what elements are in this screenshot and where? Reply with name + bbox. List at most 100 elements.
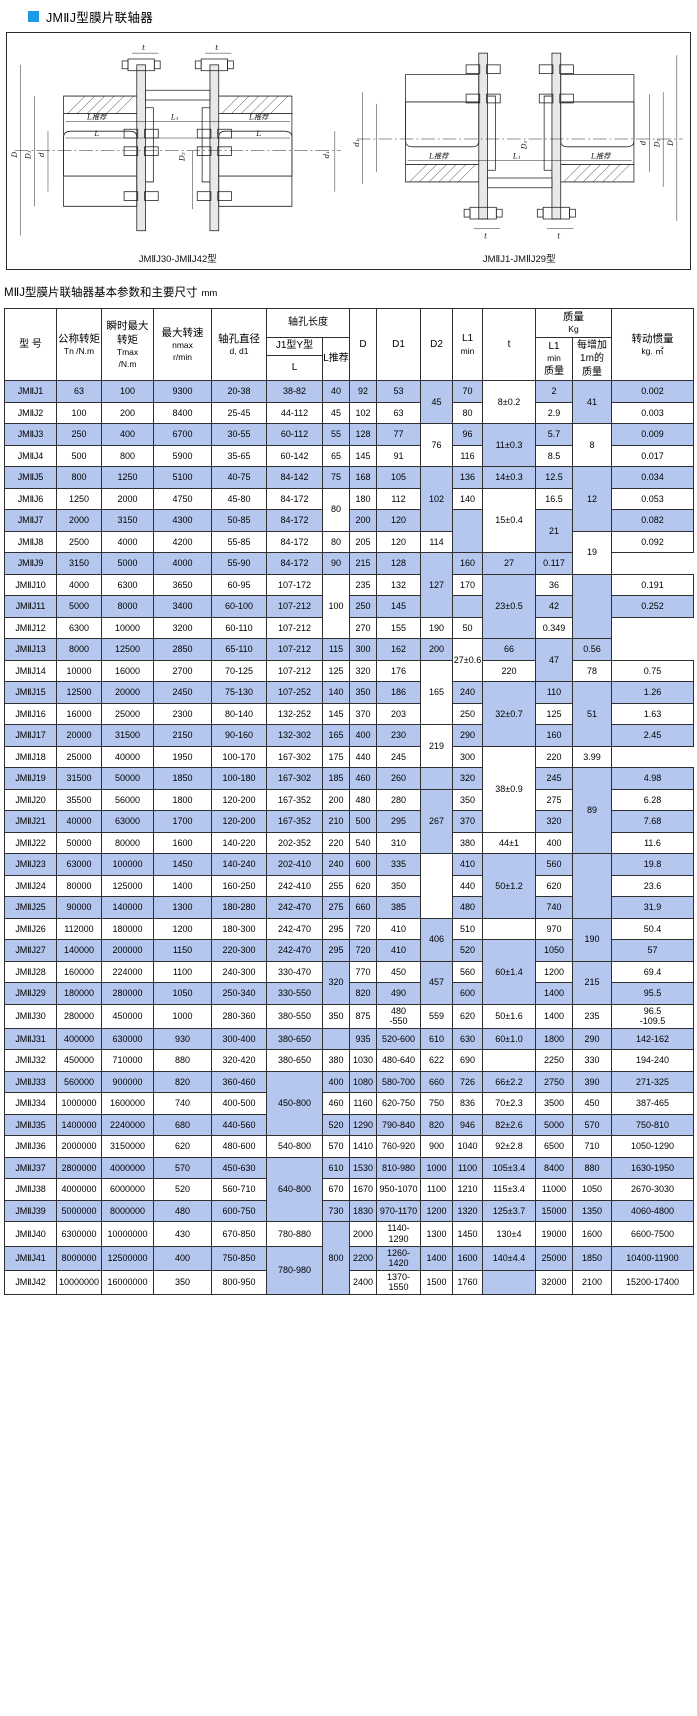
cell-t: 14±0.3: [482, 466, 536, 489]
cell-model: JMⅡJ9: [4, 552, 57, 575]
cell-inertia: 69.4: [611, 960, 694, 984]
table-row: JMⅡJ34 1000000 1600000 740 400-500 460 1160 620…: [4, 1092, 694, 1115]
th-t: t: [482, 307, 536, 382]
th-mass-group: 质量 Kg: [535, 308, 612, 338]
cell-nominal-torque: 180000: [56, 982, 102, 1005]
cell-bore-diameter: 50-85: [211, 509, 267, 532]
cell-max-torque: 710000: [101, 1049, 154, 1072]
cell-D: 145: [349, 444, 377, 468]
cell-inertia: 10400-11900: [611, 1245, 694, 1271]
svg-text:L: L: [255, 129, 261, 138]
table-row: JMⅡJ37 2800000 4000000 570 450-630 640-800 610…: [4, 1156, 694, 1223]
svg-text:d₁: d₁: [351, 139, 360, 147]
bullet-icon: [28, 11, 39, 22]
cell-bore-length: 780-880: [266, 1221, 323, 1247]
cell-inertia: 96.5 -109.5: [611, 1003, 694, 1029]
cell-bore-length-rec: 185: [322, 767, 350, 790]
cell-inertia: 271-325: [611, 1070, 694, 1094]
th-bore-length-rec: L推荐: [322, 336, 350, 382]
cell-L1: 480: [452, 896, 483, 919]
cell-L1: 220: [482, 659, 536, 683]
cell-model: JMⅡJ11: [4, 595, 57, 618]
cell-D1: 1260- 1420: [376, 1245, 421, 1271]
cell-t: 60±1.0: [482, 1027, 536, 1051]
cell-D2: 1500: [420, 1269, 453, 1296]
cell-D1: 480 -550: [376, 1003, 421, 1029]
cell-bore-length: 84-172: [266, 552, 323, 575]
cell-inertia: 0.082: [611, 509, 694, 532]
cell-bore-length-rec: [322, 1027, 350, 1051]
cell-mass-min: 27: [482, 552, 536, 575]
cell-inertia: 142-162: [611, 1027, 694, 1051]
cell-L1: [452, 595, 483, 618]
cell-mass-min: 21: [535, 509, 573, 554]
cell-D: 440: [349, 745, 377, 769]
cell-D2: 1100: [420, 1178, 453, 1201]
cell-max-speed: 740: [153, 1092, 212, 1115]
cell-nominal-torque: 40000: [56, 810, 102, 833]
cell-bore-length: 330-550: [266, 982, 323, 1005]
cell-bore-length: 202-410: [266, 853, 323, 876]
cell-model: JMⅡJ30: [4, 1003, 57, 1029]
cell-mass-per-m: 2100: [572, 1269, 612, 1296]
cell-D: 250: [349, 595, 377, 618]
table-row: JMⅡJ13 8000 12500 2850 65-110 107-212 115 300 16…: [4, 638, 694, 683]
cell-inertia: 0.75: [611, 659, 694, 683]
cell-D1: 128: [376, 552, 421, 575]
cell-max-torque: 16000: [101, 659, 154, 683]
cell-nominal-torque: 31500: [56, 767, 102, 790]
cell-max-torque: 56000: [101, 788, 154, 812]
cell-inertia: 50.4: [611, 917, 694, 941]
cell-t: 23±0.5: [482, 573, 536, 640]
cell-bore-diameter: 450-630: [211, 1156, 267, 1180]
cell-D2: 1300: [420, 1221, 453, 1247]
cell-nominal-torque: 6300000: [56, 1221, 102, 1247]
cell-t: 38±0.9: [482, 745, 536, 833]
cell-bore-diameter: 140-220: [211, 831, 267, 855]
cell-D: 1830: [349, 1199, 377, 1223]
figure-caption-left: JMⅡJ30-JMⅡJ42型: [138, 254, 217, 265]
cell-mass-per-m: 1050: [572, 1178, 612, 1201]
th-max-instant-torque: 瞬时最大 转矩 Tmax /N.m: [101, 307, 154, 382]
cell-L1: 370: [452, 810, 483, 833]
cell-D1: 1370- 1550: [376, 1269, 421, 1296]
cell-bore-length: 107-252: [266, 681, 323, 704]
cell-mass-min: 1800: [535, 1027, 573, 1051]
cell-bore-diameter: 440-560: [211, 1113, 267, 1137]
cell-max-torque: 16000000: [101, 1269, 154, 1296]
cell-mass-per-m: [572, 853, 612, 919]
cell-inertia: 0.003: [611, 401, 694, 425]
cell-t: 92±2.8: [482, 1135, 536, 1158]
cell-bore-length-rec: 115: [322, 638, 350, 661]
cell-model: JMⅡJ35: [4, 1113, 57, 1137]
cell-L1: 946: [452, 1113, 483, 1137]
cell-max-speed: 350: [153, 1269, 212, 1296]
table-row: JMⅡJ39 5000000 8000000 480 600-750 730 1830 970…: [4, 1199, 694, 1223]
cell-bore-length: 167-302: [266, 767, 323, 790]
cell-max-torque: 100: [101, 380, 154, 403]
cell-bore-length: 202-352: [266, 831, 323, 855]
cell-inertia: 7.68: [611, 810, 694, 833]
cell-nominal-torque: 2500: [56, 530, 102, 554]
cell-model: JMⅡJ1: [4, 380, 57, 403]
cell-nominal-torque: 35500: [56, 788, 102, 812]
cell-max-speed: 2150: [153, 724, 212, 747]
cell-bore-diameter: 560-710: [211, 1178, 267, 1201]
th-bore-length-L: L: [266, 354, 323, 382]
th-bore-length-j1y: J1型Y型: [266, 336, 323, 356]
cell-D2: 165: [420, 659, 453, 726]
cell-D: 300: [349, 638, 377, 661]
th-mass-l1min: L1 min 质量: [535, 336, 573, 382]
figure-container: D D₁ d d₁ D₂ L₁ L推荐 L推荐 L L t t: [6, 32, 691, 270]
cell-inertia: 19.8: [611, 853, 694, 876]
table-row: JMⅡJ23 63000 100000 1450 140-240 202-410 240 60…: [4, 853, 694, 919]
cell-max-torque: 63000: [101, 810, 154, 833]
cell-max-torque: 5000: [101, 552, 154, 575]
cell-bore-length: 242-410: [266, 874, 323, 898]
cell-bore-length: 380-650: [266, 1049, 323, 1072]
cell-D1: 132: [376, 573, 421, 597]
cell-D: 102: [349, 401, 377, 425]
table-row: JMⅡJ7 2000 3150 4300 50-85 84-172 200 120 21 0.08…: [4, 509, 694, 554]
cell-bore-length: 540-800: [266, 1135, 323, 1158]
cell-max-speed: 1400: [153, 874, 212, 898]
